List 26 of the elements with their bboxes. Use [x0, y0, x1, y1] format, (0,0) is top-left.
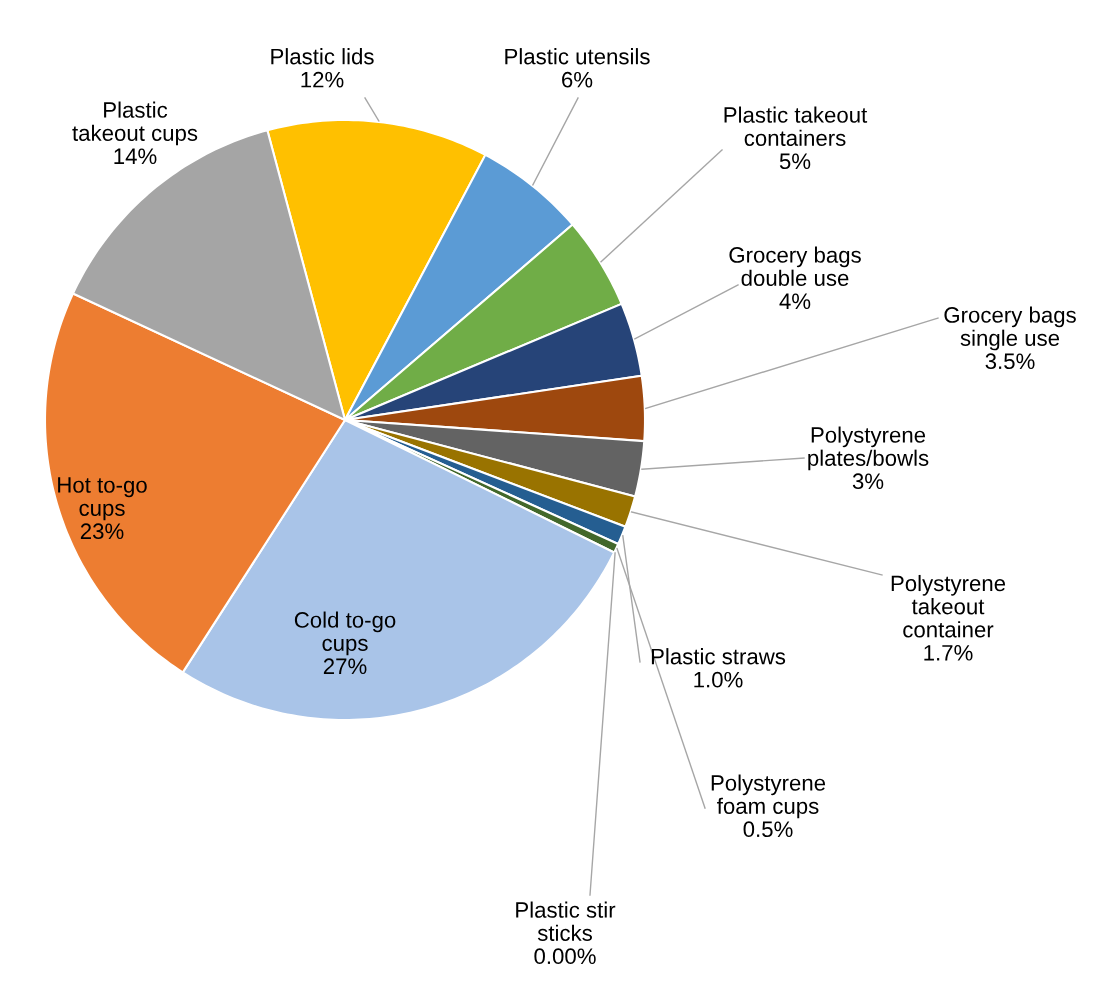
- data-label: 12%: [301, 71, 344, 88]
- data-label: 5%: [779, 153, 811, 170]
- slice-label: Polystyrene plates/bowls: [808, 426, 929, 471]
- slice-label: Plastic takeout containers: [724, 106, 868, 146]
- data-label: 27%: [323, 658, 367, 675]
- data-label: 4%: [779, 293, 811, 310]
- data-label: 0.5%: [743, 821, 793, 838]
- data-label: 3.5%: [985, 353, 1035, 370]
- slice-label: Grocery bags double use: [729, 246, 861, 286]
- data-label: 3%: [852, 473, 884, 490]
- data-label: 14%: [114, 148, 157, 165]
- slice-label: Plastic utensils: [505, 48, 650, 65]
- data-label: 6%: [562, 71, 593, 88]
- slice-label: Grocery bags single use: [944, 306, 1076, 351]
- data-label: 1.0%: [694, 671, 743, 688]
- slice-label: Polystyrene takeout container: [891, 574, 1006, 638]
- slice-label: Plastic lids: [271, 48, 374, 65]
- slice-label: Hot to-go cups: [58, 477, 147, 521]
- category-label: Plastic stir sticks: [516, 901, 616, 941]
- slice-label: Plastic takeout cups: [72, 101, 198, 146]
- data-label: 23%: [80, 523, 124, 540]
- slice-label: Cold to-go cups: [294, 611, 396, 656]
- slice-label: Polystyrene foam cups: [711, 774, 826, 819]
- text: 0.00%: [534, 948, 596, 965]
- slice-label: Plastic straws: [651, 648, 786, 665]
- data-label: 1.7%: [924, 645, 973, 661]
